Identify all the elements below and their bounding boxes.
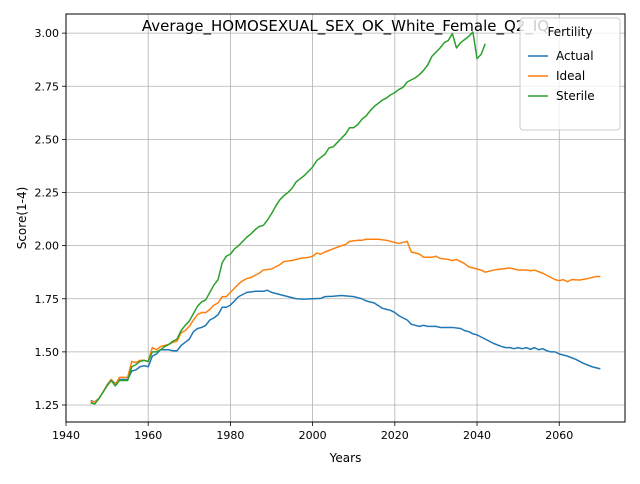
y-tick-label: 1.25	[35, 399, 60, 412]
x-tick-label: 2000	[299, 429, 327, 442]
x-tick-label: 1960	[134, 429, 162, 442]
y-axis-label: Score(1-4)	[15, 187, 29, 250]
y-tick-label: 3.00	[35, 27, 60, 40]
y-tick-label: 2.50	[35, 133, 60, 146]
series-lines	[90, 31, 601, 405]
axis-ticks: 1940 1960 1980 2000 2020 2040 2060 1.25 1.50 1.75…	[35, 27, 574, 442]
legend-box	[519, 17, 621, 131]
legend: Fertility Actual Ideal Sterile	[519, 17, 621, 131]
series-line-ideal	[90, 238, 601, 403]
x-axis-label: Years	[329, 451, 362, 465]
chart-title: Average_HOMOSEXUAL_SEX_OK_White_Female_Q…	[142, 17, 549, 36]
x-tick-label: 2060	[545, 429, 573, 442]
y-tick-label: 2.25	[35, 187, 60, 200]
x-tick-label: 1980	[216, 429, 244, 442]
legend-title: Fertility	[547, 25, 592, 39]
legend-label-sterile: Sterile	[556, 89, 595, 103]
legend-label-actual: Actual	[556, 49, 594, 63]
y-tick-label: 2.75	[35, 80, 60, 93]
x-tick-label: 2020	[381, 429, 409, 442]
series-line-sterile	[90, 31, 486, 405]
legend-label-ideal: Ideal	[556, 69, 585, 83]
y-tick-label: 1.50	[35, 346, 60, 359]
y-tick-label: 1.75	[35, 293, 60, 306]
plot-frame	[65, 13, 626, 423]
x-tick-label: 2040	[463, 429, 491, 442]
y-tick-label: 2.00	[35, 240, 60, 253]
x-tick-label: 1940	[52, 429, 80, 442]
